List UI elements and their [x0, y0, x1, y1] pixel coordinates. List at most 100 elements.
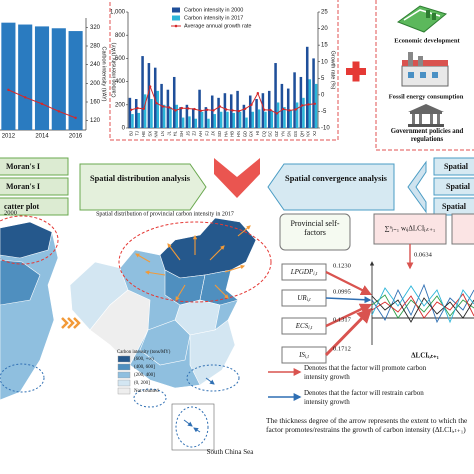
bar [236, 90, 239, 128]
line-point [180, 106, 184, 110]
legend-swatch [117, 355, 131, 363]
factor-subscript: i,t [305, 355, 310, 360]
y-tick-label: 800 [115, 33, 126, 39]
x-tick-label: HA [223, 131, 228, 137]
bar [302, 97, 305, 128]
convergence-plot [369, 261, 474, 345]
legend-label: Denotes that the factor will restrain ca… [304, 389, 424, 406]
plus-sign [352, 61, 360, 82]
factor-arrow [325, 271, 372, 295]
bar [18, 24, 33, 130]
legend-swatch [117, 363, 131, 371]
legend-title: Carbon intensity (tons/MY) [117, 350, 171, 355]
bar [312, 58, 315, 128]
bar [204, 107, 208, 128]
factor-coef: 0.1712 [333, 345, 351, 352]
bar [198, 89, 201, 128]
factor-label: ECSi,t [295, 322, 313, 332]
x-tick-label: 2016 [69, 134, 83, 140]
bar [134, 99, 138, 128]
line-point [237, 109, 241, 113]
line-point [7, 88, 10, 92]
spatial-term-box [451, 213, 474, 245]
legend-swatch [117, 387, 131, 395]
step-arrow [267, 163, 395, 211]
y-tick-label: 200 [115, 102, 126, 108]
chevron [214, 158, 260, 198]
y-tick-label: 600 [115, 56, 126, 62]
method-label: Moran's I [6, 162, 40, 171]
bar [162, 104, 166, 128]
method-label: Moran's I [6, 182, 40, 191]
bar [213, 114, 217, 128]
bar [188, 116, 191, 128]
x-tick-label: SD [217, 131, 222, 137]
legend-label: (0, 200] [134, 381, 150, 386]
methods-left [0, 157, 69, 216]
line-point [167, 106, 171, 109]
legend-label: Carbon intensity in 2017 [184, 15, 243, 21]
line-point [57, 110, 60, 113]
y-tick-label: -5 [321, 109, 327, 115]
factor-name: ECS [295, 322, 309, 330]
bar [295, 102, 299, 128]
factor-arrow [325, 296, 372, 304]
left-chart: 120 160 200 240 280 320 Carbon intensity (t/AY… [0, 18, 107, 140]
method-label: Spatial [444, 162, 469, 171]
legend-swatch [174, 24, 178, 28]
driver-text: Government policies and regulations [390, 128, 464, 143]
line-point [142, 107, 146, 110]
driver-label: Government policies and regulations [390, 128, 464, 143]
map-legend: (600, +∞) (400, 600] (200, 400] (0, 200] Not… [117, 355, 159, 395]
map-2000 [0, 215, 59, 401]
bar [172, 76, 176, 128]
x-tick-label: 2012 [2, 134, 16, 140]
line-point [161, 105, 165, 108]
y-tick-label: -10 [321, 126, 330, 132]
line-point [40, 102, 44, 106]
line-point [199, 109, 203, 112]
line-point [193, 107, 196, 111]
line-point [205, 108, 209, 111]
legend-label: Average annual growth rate [184, 23, 251, 29]
bar [223, 93, 227, 128]
bar [280, 83, 284, 128]
line-point [275, 112, 279, 115]
legend-swatch [172, 7, 180, 13]
x-tick-label: GZ [274, 131, 279, 137]
economy-icon [396, 5, 448, 33]
factor-label: ISi,t [298, 351, 309, 361]
method-label: catter plot [4, 202, 40, 211]
bar [141, 56, 144, 128]
bar [283, 107, 286, 128]
bar [267, 90, 271, 128]
x-tick-label: SH [179, 131, 184, 137]
x-tick-label: GD [242, 131, 247, 137]
line-point [224, 108, 228, 111]
main-chart: 0 200 400 600 800 1,000 -10 -5 0 5 10 15 20 25 Carbon … [110, 7, 336, 137]
legend-label: (600, +∞) [134, 357, 154, 362]
bar [34, 26, 50, 130]
x-tick-label: HN [236, 131, 241, 137]
factor-subscript: i,t [308, 326, 313, 331]
x-tick-label: TJ [135, 131, 140, 136]
bar [51, 28, 66, 131]
step-text: Spatial convergence analysis [285, 174, 387, 183]
bar [264, 111, 267, 128]
legend-text: Denotes that the factor will promote car… [304, 364, 427, 381]
y-tick-label: 400 [115, 79, 126, 85]
x-tick-label: SC [268, 131, 273, 137]
bar [169, 107, 172, 128]
line-point [262, 108, 266, 111]
line-point [243, 107, 247, 110]
bar [181, 117, 185, 128]
sea-label: South China Sea [207, 448, 254, 456]
bar [219, 111, 223, 128]
line-point [148, 85, 152, 88]
chart-frame [109, 0, 339, 141]
y-tick-label: 0 [321, 92, 325, 98]
x-tick-label: JX [211, 131, 216, 136]
y-tick-label: 10 [321, 59, 328, 65]
bar [238, 111, 242, 128]
x-tick-label: HB [230, 131, 235, 137]
